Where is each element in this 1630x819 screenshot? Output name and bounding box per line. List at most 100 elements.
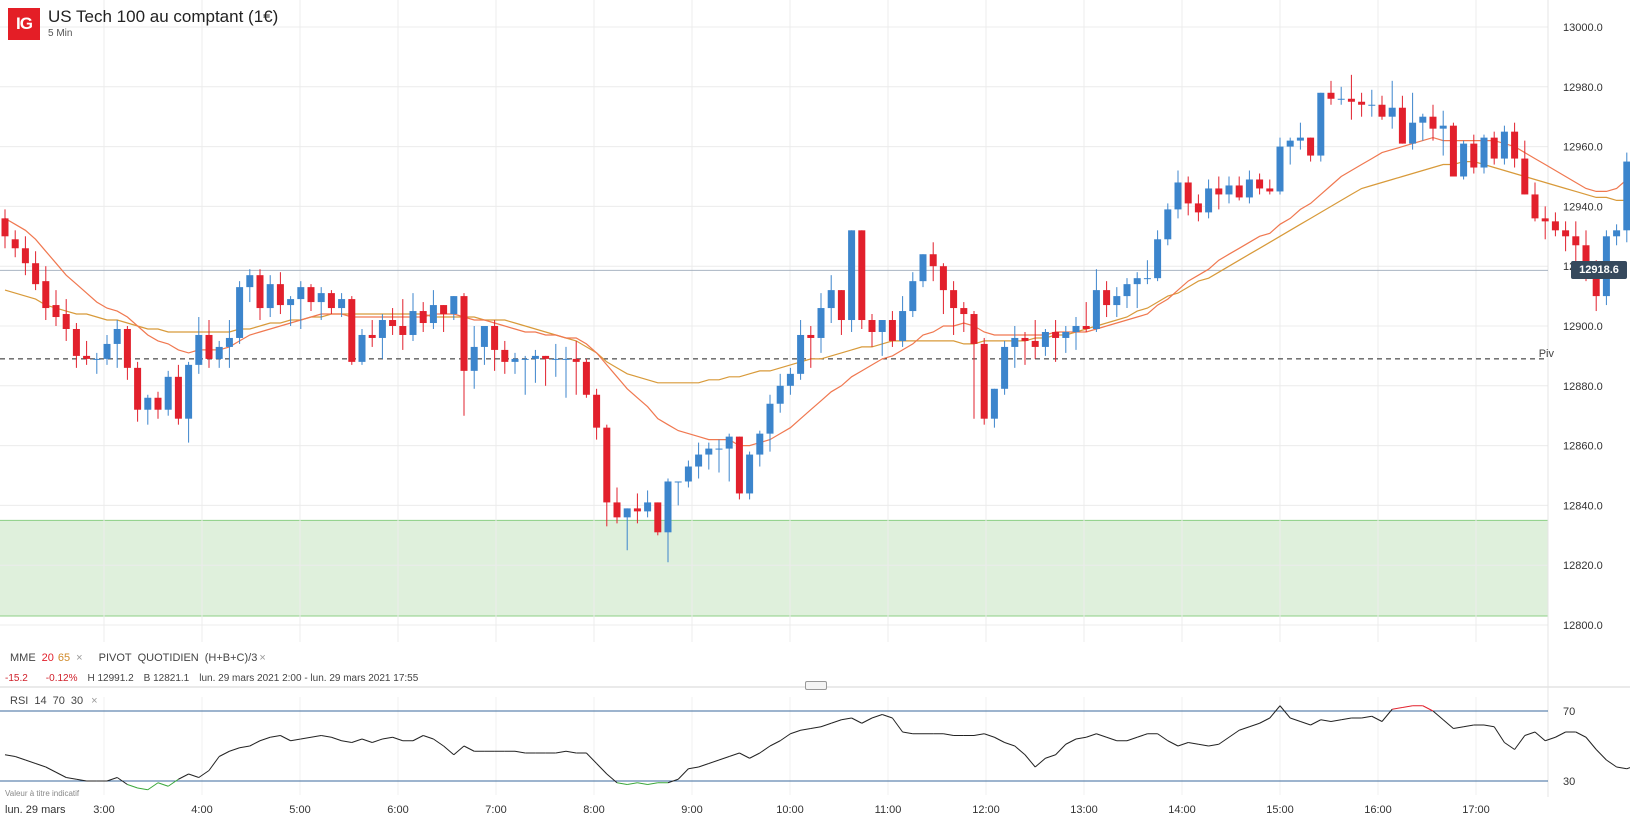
- rsi-line-segment: [943, 733, 954, 736]
- y-tick-label: 12840.0: [1563, 500, 1603, 512]
- candle-up: [511, 358, 519, 362]
- candle-up: [297, 287, 305, 300]
- candle-up: [1245, 179, 1253, 198]
- candle-down: [11, 239, 19, 249]
- rsi-line-segment: [1320, 719, 1332, 722]
- rsi-line-segment: [55, 771, 67, 778]
- rsi-line-segment: [994, 736, 1005, 743]
- rsi-line-segment: [1269, 705, 1281, 719]
- candle-down: [460, 296, 468, 371]
- rsi-lower: 30: [70, 695, 84, 707]
- candle-up: [1613, 230, 1621, 237]
- timeframe-label: 5 Min: [48, 28, 73, 39]
- candle-up: [552, 358, 560, 360]
- rsi-line-segment: [1442, 719, 1454, 729]
- y-tick-label: 13000.0: [1563, 22, 1603, 34]
- candle-up: [786, 373, 794, 386]
- candle-up: [1286, 140, 1294, 147]
- candle-up: [470, 346, 478, 371]
- rsi-line-segment: [1004, 742, 1015, 747]
- pivot-formula: (H+B+C)/3: [204, 652, 258, 664]
- candle-up: [450, 296, 458, 315]
- candle-up: [429, 305, 437, 324]
- rsi-line-segment: [1167, 740, 1179, 747]
- candle-down: [1082, 326, 1090, 329]
- rsi-tick-label-upper: 70: [1563, 706, 1575, 718]
- candle-down: [52, 305, 60, 318]
- candle-down: [858, 230, 866, 321]
- candle-up: [338, 299, 346, 309]
- candle-up: [1419, 116, 1427, 123]
- candle-down: [389, 320, 397, 326]
- candle-down: [174, 376, 182, 419]
- rsi-line-segment: [1585, 736, 1597, 750]
- candle-up: [746, 454, 754, 494]
- candle-down: [1194, 203, 1202, 213]
- candle-up: [1205, 188, 1213, 213]
- candle-down: [368, 334, 376, 338]
- x-tick-label: 11:00: [875, 804, 902, 816]
- candle-down: [593, 394, 601, 428]
- rsi-line-segment: [514, 750, 526, 754]
- candle-up: [225, 337, 233, 347]
- candle-down: [205, 334, 213, 359]
- support-zone: [0, 520, 1548, 617]
- pivot-label: PIVOT: [98, 652, 132, 664]
- rsi-line-segment: [208, 756, 220, 771]
- candle-up: [1409, 122, 1417, 144]
- instrument-title: US Tech 100 au comptant (1€): [48, 7, 279, 26]
- candle-down: [1052, 331, 1060, 338]
- rsi-line-segment: [851, 717, 863, 724]
- rsi-line-segment: [147, 782, 159, 791]
- rsi-line-segment: [116, 777, 128, 785]
- candle-up: [1011, 337, 1019, 347]
- candle-up: [521, 358, 529, 360]
- rsi-line-segment: [831, 719, 842, 724]
- rsi-line-segment: [463, 745, 475, 752]
- rsi-line-segment: [1432, 710, 1444, 721]
- mme-remove-icon[interactable]: ×: [76, 652, 83, 664]
- mme-label: MME: [10, 652, 36, 664]
- rsi-line-segment: [453, 745, 465, 756]
- rsi-line-segment: [412, 735, 424, 742]
- rsi-line-segment: [1157, 733, 1169, 742]
- candle-down: [888, 320, 896, 341]
- rsi-line-segment: [392, 736, 403, 742]
- rsi-line-segment: [1208, 743, 1219, 747]
- rsi-line-segment: [708, 759, 720, 764]
- candle-up: [776, 385, 784, 404]
- rsi-line-segment: [1065, 738, 1077, 745]
- candle-down: [348, 299, 356, 362]
- candle-down: [950, 290, 958, 309]
- x-tick-label: 6:00: [387, 804, 408, 816]
- rsi-line-segment: [361, 738, 373, 743]
- pane-resize-handle[interactable]: [805, 681, 827, 690]
- candle-down: [72, 328, 80, 356]
- rsi-line-segment: [1555, 731, 1566, 738]
- candle-down: [501, 349, 509, 362]
- rsi-line-segment: [1290, 717, 1301, 722]
- rsi-period: 14: [34, 695, 47, 707]
- rsi-remove-icon[interactable]: ×: [91, 695, 98, 707]
- rsi-line-segment: [137, 787, 148, 791]
- rsi-line-segment: [984, 733, 995, 738]
- rsi-label: RSI: [10, 695, 29, 707]
- candle-up: [1368, 104, 1376, 106]
- candle-up: [695, 454, 703, 467]
- rsi-line-segment: [1137, 733, 1148, 738]
- rsi-line-segment: [1055, 743, 1067, 756]
- candle-up: [1123, 284, 1131, 297]
- candle-up: [684, 466, 692, 482]
- session-low: B 12821.1: [143, 673, 190, 684]
- pivot-remove-icon[interactable]: ×: [259, 652, 266, 664]
- rsi-line-segment: [1024, 754, 1036, 768]
- candle-up: [1480, 137, 1488, 168]
- candle-up: [909, 281, 917, 312]
- rsi-legend: RSI 14 70 30 ×: [10, 695, 98, 707]
- rsi-line-segment: [1034, 757, 1046, 768]
- candle-down: [582, 361, 590, 395]
- rsi-line-segment: [1014, 745, 1026, 756]
- rsi-line-segment: [1422, 705, 1434, 712]
- rsi-line-segment: [1616, 766, 1627, 770]
